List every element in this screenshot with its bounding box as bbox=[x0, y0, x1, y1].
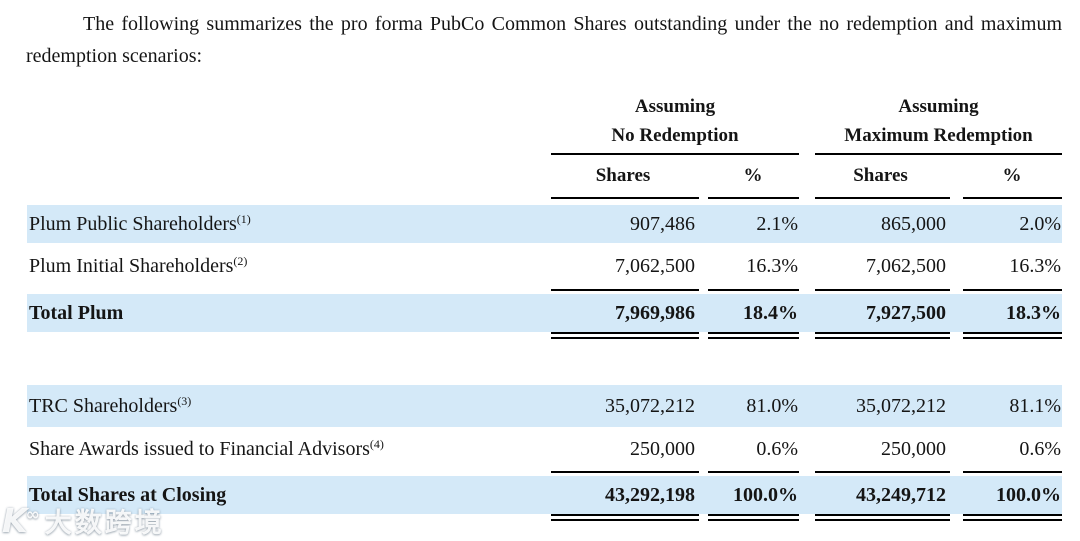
column-header-pct-2: % bbox=[1002, 165, 1022, 186]
footnote-ref: (2) bbox=[233, 253, 248, 268]
footnote-ref: (3) bbox=[177, 393, 192, 408]
row-label: Share Awards issued to Financial Advisor… bbox=[29, 436, 384, 460]
group-header-no-redemption: Assuming No Redemption bbox=[551, 92, 799, 155]
row-label: Total Plum bbox=[29, 301, 124, 324]
cell-pct-max-redemption: 81.1% bbox=[1009, 394, 1061, 417]
subtotal-rule bbox=[27, 289, 1062, 291]
cell-shares-no-redemption: 35,072,212 bbox=[605, 394, 695, 417]
column-header-shares-2: Shares bbox=[853, 165, 908, 186]
document-page: { "intro": "The following summarizes the… bbox=[0, 8, 1080, 541]
table-row-plum-public: Plum Public Shareholders(1) 907,486 2.1%… bbox=[27, 205, 1062, 243]
cell-pct-max-redemption: 18.3% bbox=[1006, 301, 1061, 324]
cell-pct-max-redemption: 2.0% bbox=[1019, 212, 1061, 235]
row-label: Plum Initial Shareholders(2) bbox=[29, 253, 248, 277]
total-closing-double-rule bbox=[27, 514, 1062, 521]
intro-paragraph: The following summarizes the pro forma P… bbox=[26, 13, 1062, 67]
table-row-trc-shareholders: TRC Shareholders(3) 35,072,212 81.0% 35,… bbox=[27, 385, 1062, 427]
table-row-share-awards: Share Awards issued to Financial Advisor… bbox=[27, 427, 1062, 471]
cell-shares-no-redemption: 250,000 bbox=[630, 437, 695, 460]
group-header-line1: Assuming bbox=[634, 96, 716, 117]
section-gap bbox=[27, 339, 1062, 385]
group-header-line2: No Redemption bbox=[611, 125, 739, 146]
column-header-pct-1: % bbox=[743, 165, 763, 186]
proforma-shares-table: Assuming No Redemption Assuming Maximum … bbox=[27, 92, 1062, 521]
cell-shares-max-redemption: 250,000 bbox=[881, 437, 946, 460]
column-header-row: Shares % Shares % bbox=[27, 155, 1062, 197]
row-label: TRC Shareholders(3) bbox=[29, 393, 192, 417]
footnote-ref: (4) bbox=[369, 436, 384, 451]
group-header-row: Assuming No Redemption Assuming Maximum … bbox=[27, 92, 1062, 155]
cell-pct-no-redemption: 18.4% bbox=[743, 301, 798, 324]
cell-shares-max-redemption: 35,072,212 bbox=[856, 394, 946, 417]
table-row-total-plum: Total Plum 7,969,986 18.4% 7,927,500 18.… bbox=[27, 294, 1062, 332]
closing-rule bbox=[27, 471, 1062, 473]
cell-shares-no-redemption: 7,969,986 bbox=[615, 301, 695, 324]
group-header-line2: Maximum Redemption bbox=[844, 125, 1033, 146]
cell-pct-no-redemption: 81.0% bbox=[746, 394, 798, 417]
row-label: Plum Public Shareholders(1) bbox=[29, 211, 251, 235]
cell-pct-no-redemption: 2.1% bbox=[756, 212, 798, 235]
cell-pct-no-redemption: 16.3% bbox=[746, 254, 798, 277]
table-row-total-shares-closing: Total Shares at Closing 43,292,198 100.0… bbox=[27, 476, 1062, 514]
cell-pct-max-redemption: 100.0% bbox=[996, 483, 1061, 506]
cell-shares-max-redemption: 7,927,500 bbox=[866, 301, 946, 324]
cell-pct-no-redemption: 0.6% bbox=[756, 437, 798, 460]
cell-shares-max-redemption: 865,000 bbox=[881, 212, 946, 235]
cell-pct-no-redemption: 100.0% bbox=[733, 483, 798, 506]
table-row-plum-initial: Plum Initial Shareholders(2) 7,062,500 1… bbox=[27, 243, 1062, 289]
cell-shares-no-redemption: 7,062,500 bbox=[615, 254, 695, 277]
group-header-maximum-redemption: Assuming Maximum Redemption bbox=[815, 92, 1062, 155]
cell-shares-no-redemption: 907,486 bbox=[630, 212, 695, 235]
footnote-ref: (1) bbox=[236, 211, 251, 226]
row-label: Total Shares at Closing bbox=[29, 483, 227, 506]
cell-pct-max-redemption: 16.3% bbox=[1009, 254, 1061, 277]
cell-shares-no-redemption: 43,292,198 bbox=[605, 483, 695, 506]
group-header-line1: Assuming bbox=[898, 96, 979, 117]
cell-shares-max-redemption: 43,249,712 bbox=[856, 483, 946, 506]
cell-pct-max-redemption: 0.6% bbox=[1019, 437, 1061, 460]
total-plum-double-rule bbox=[27, 332, 1062, 339]
column-header-rule bbox=[27, 197, 1062, 199]
column-header-shares-1: Shares bbox=[595, 165, 651, 186]
cell-shares-max-redemption: 7,062,500 bbox=[866, 254, 946, 277]
